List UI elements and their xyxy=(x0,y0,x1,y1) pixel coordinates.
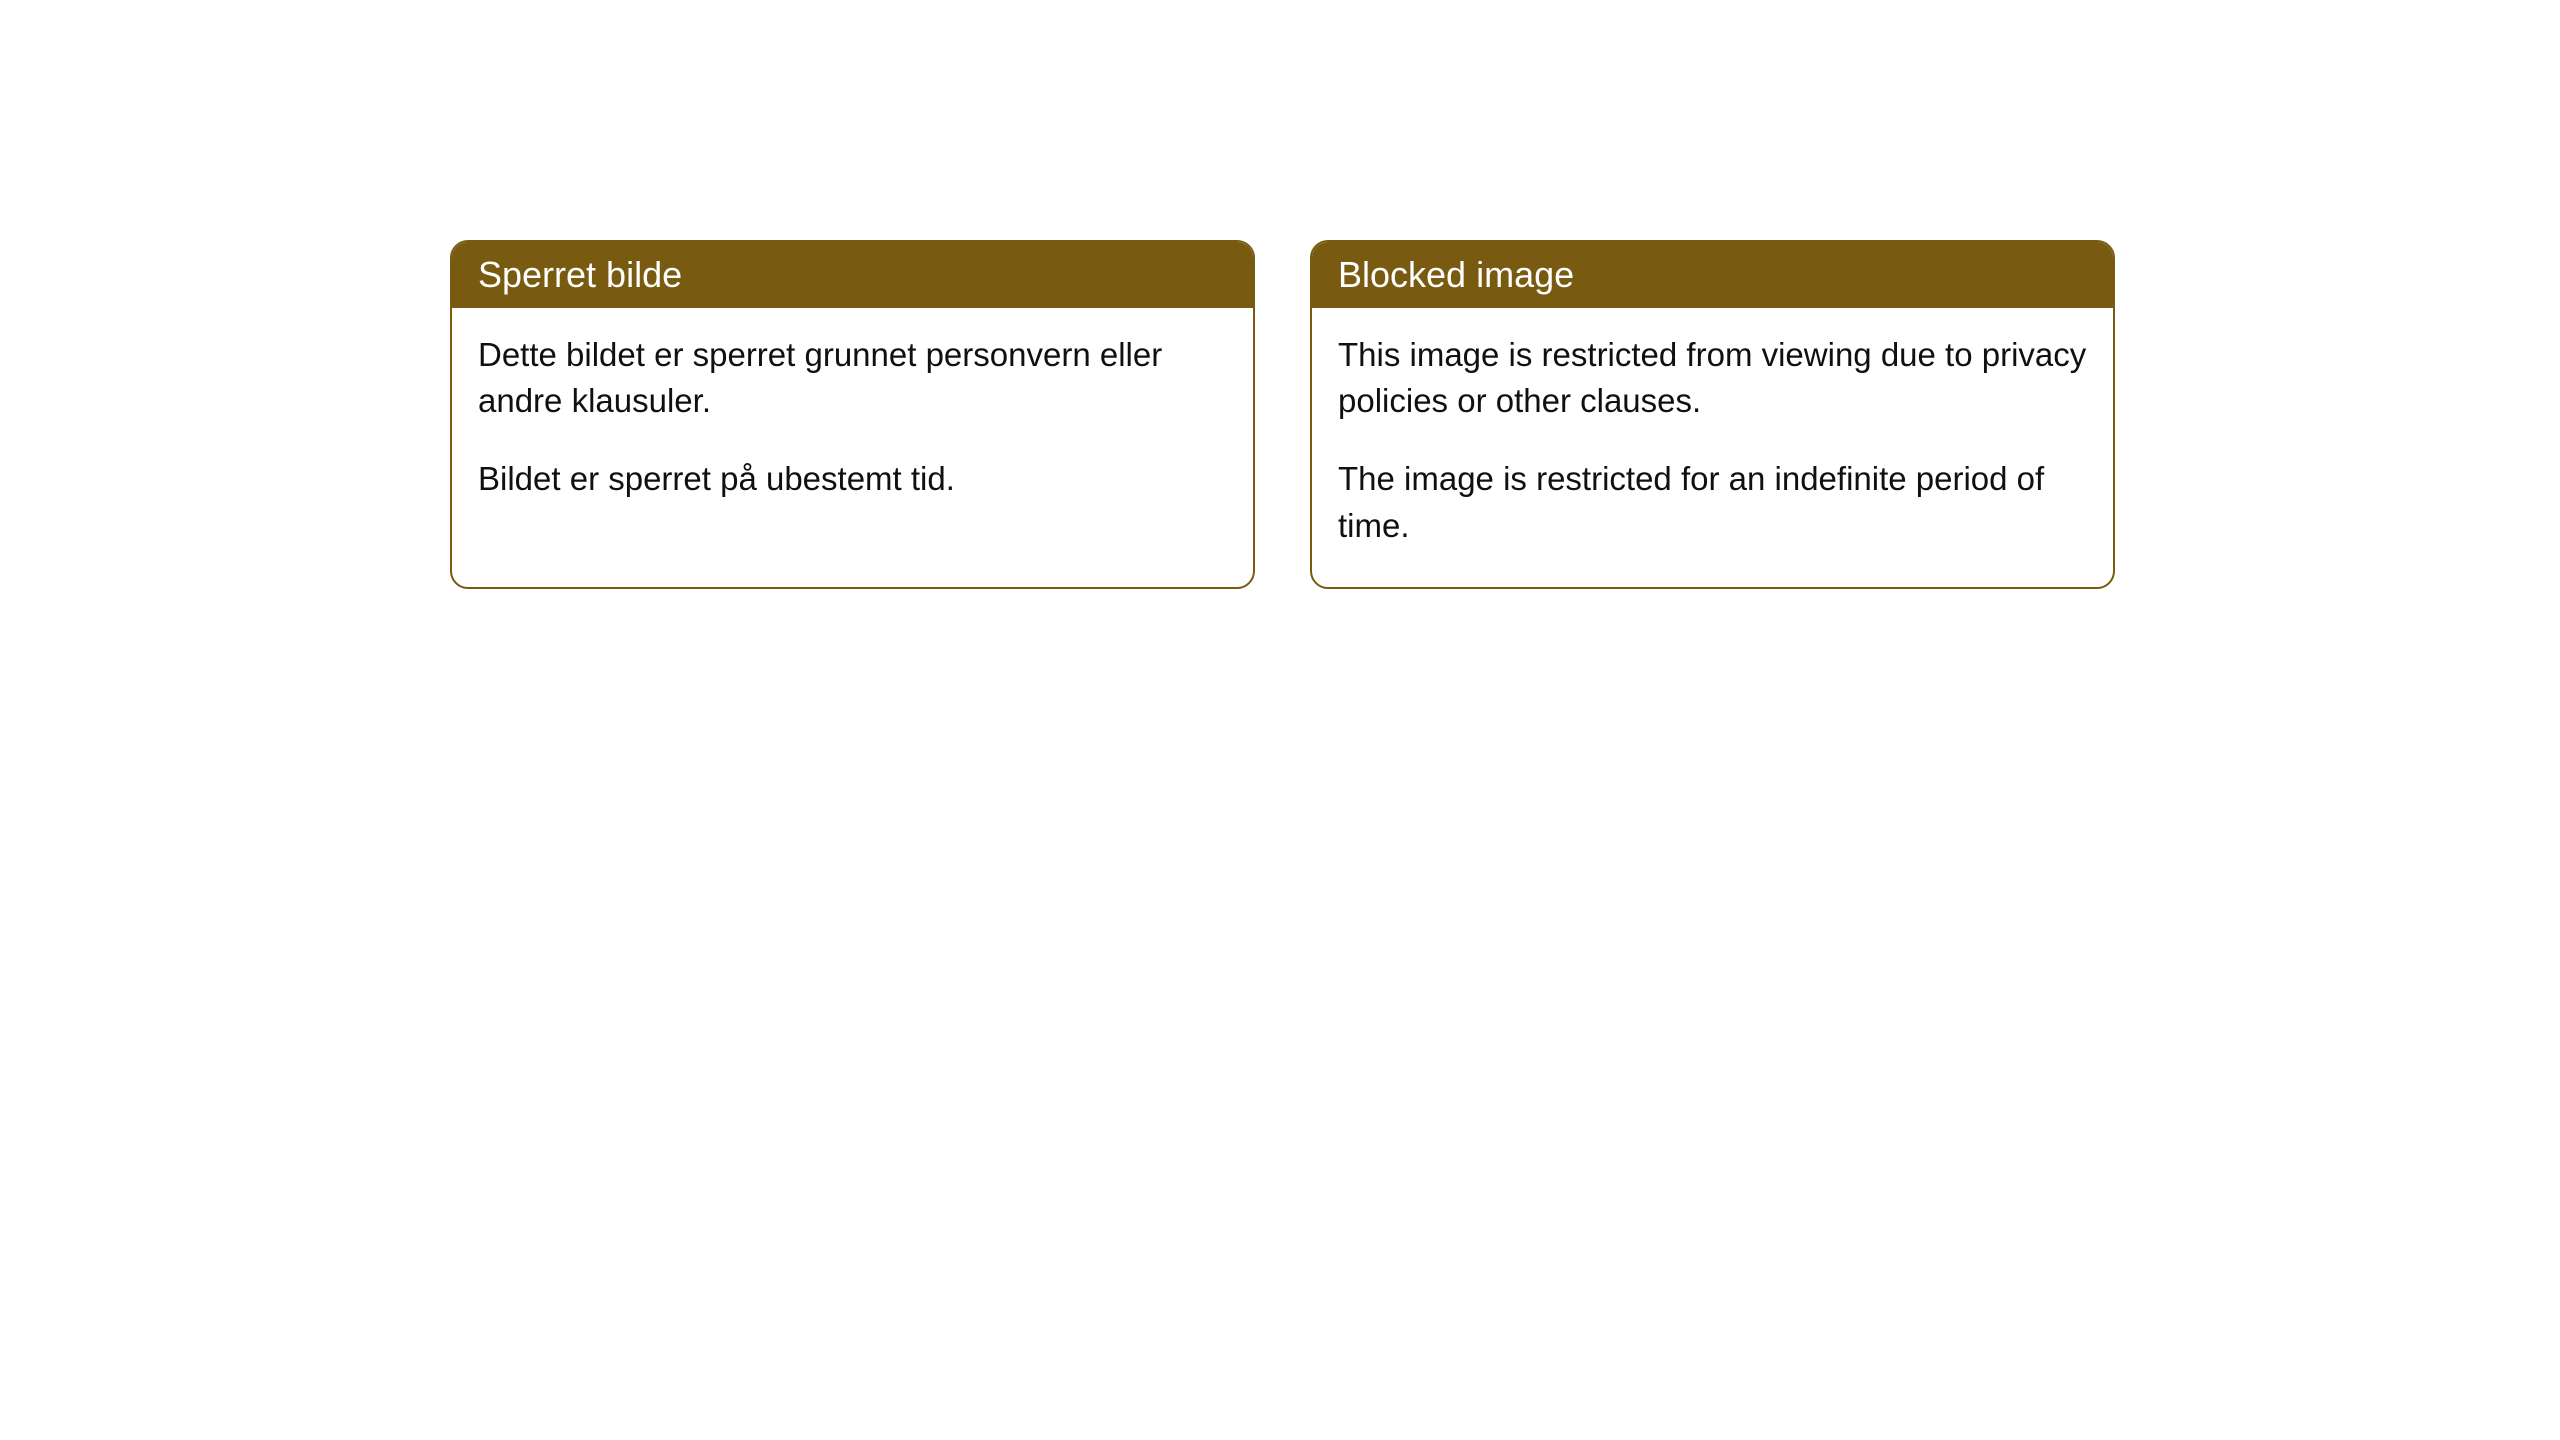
notice-paragraph-2-english: The image is restricted for an indefinit… xyxy=(1338,456,2087,548)
notice-paragraph-1-english: This image is restricted from viewing du… xyxy=(1338,332,2087,424)
blocked-image-card-norwegian: Sperret bilde Dette bildet er sperret gr… xyxy=(450,240,1255,589)
notice-paragraph-2-norwegian: Bildet er sperret på ubestemt tid. xyxy=(478,456,1227,502)
notice-paragraph-1-norwegian: Dette bildet er sperret grunnet personve… xyxy=(478,332,1227,424)
blocked-image-card-english: Blocked image This image is restricted f… xyxy=(1310,240,2115,589)
card-header-norwegian: Sperret bilde xyxy=(452,242,1253,308)
card-header-english: Blocked image xyxy=(1312,242,2113,308)
card-body-norwegian: Dette bildet er sperret grunnet personve… xyxy=(452,308,1253,541)
notice-cards-container: Sperret bilde Dette bildet er sperret gr… xyxy=(450,240,2115,589)
card-body-english: This image is restricted from viewing du… xyxy=(1312,308,2113,587)
